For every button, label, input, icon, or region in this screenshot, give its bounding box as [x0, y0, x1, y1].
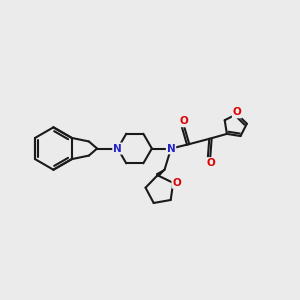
Text: N: N — [167, 143, 176, 154]
Text: N: N — [113, 143, 122, 154]
Text: O: O — [233, 107, 242, 118]
Text: O: O — [206, 158, 215, 168]
Text: O: O — [172, 178, 181, 188]
Polygon shape — [157, 170, 164, 176]
Text: N: N — [113, 143, 122, 154]
Text: O: O — [180, 116, 188, 126]
